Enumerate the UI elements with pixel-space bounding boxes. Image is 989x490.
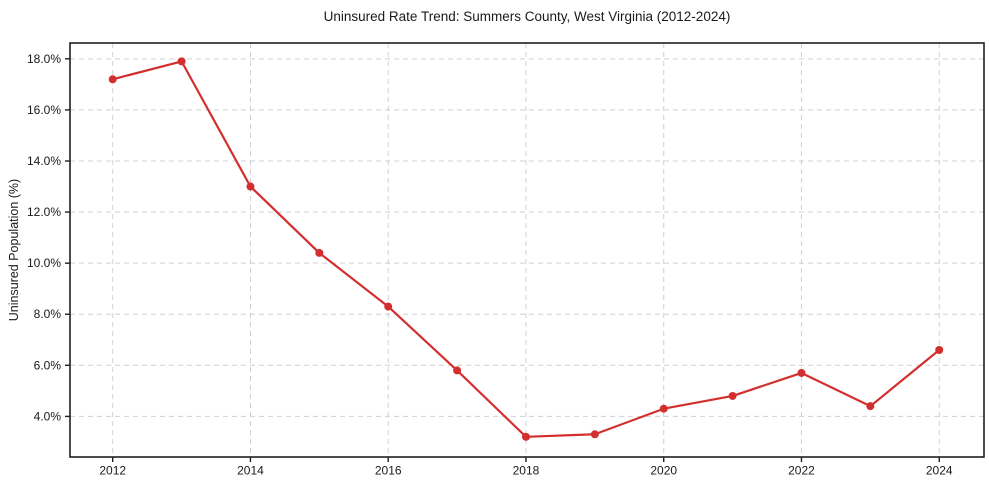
data-point [108,75,117,84]
y-tick-label: 14.0% [27,154,61,168]
y-tick-label: 10.0% [27,256,61,270]
y-tick-label: 16.0% [27,103,61,117]
data-point [728,391,737,400]
x-tick-label: 2016 [375,464,402,478]
x-tick-label: 2020 [650,464,677,478]
chart-title: Uninsured Rate Trend: Summers County, We… [323,9,731,24]
x-tick-label: 2024 [926,464,953,478]
data-point [521,432,530,441]
data-point [453,366,462,375]
plot-border [69,42,985,458]
y-axis-label: Uninsured Population (%) [7,178,21,322]
data-point [384,302,393,311]
data-point [246,182,255,191]
x-tick-label: 2012 [99,464,126,478]
data-point [659,404,668,413]
y-tick-label: 18.0% [27,52,61,66]
data-point [590,430,599,439]
x-tick-label: 2022 [788,464,815,478]
y-tick-label: 12.0% [27,205,61,219]
data-point [866,402,875,411]
data-point [177,57,186,66]
y-tick-label: 4.0% [34,409,62,423]
x-tick-label: 2018 [513,464,540,478]
data-point [797,368,806,377]
data-point [315,248,324,257]
x-tick-label: 2014 [237,464,264,478]
data-point [935,345,944,354]
y-tick-label: 6.0% [34,358,62,372]
y-tick-label: 8.0% [34,307,62,321]
